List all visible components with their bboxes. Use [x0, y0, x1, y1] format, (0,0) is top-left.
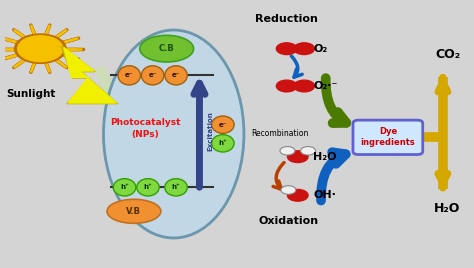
Ellipse shape: [141, 66, 164, 85]
Ellipse shape: [165, 179, 187, 196]
Circle shape: [280, 147, 295, 155]
Text: Recombination: Recombination: [251, 129, 308, 139]
FancyBboxPatch shape: [353, 120, 423, 155]
Ellipse shape: [140, 35, 193, 62]
Text: Oxidation: Oxidation: [258, 216, 319, 226]
Circle shape: [15, 34, 66, 63]
Circle shape: [287, 189, 308, 201]
Ellipse shape: [211, 135, 234, 152]
Ellipse shape: [118, 66, 140, 85]
Circle shape: [276, 80, 297, 92]
Text: Excitation: Excitation: [208, 111, 213, 151]
Text: C.B: C.B: [159, 44, 174, 53]
Circle shape: [276, 43, 297, 55]
Ellipse shape: [165, 66, 187, 85]
Ellipse shape: [137, 179, 159, 196]
Text: e⁻: e⁻: [148, 72, 157, 78]
Text: O₂·⁻: O₂·⁻: [313, 81, 337, 91]
Text: Dye
ingredients: Dye ingredients: [361, 127, 416, 147]
Text: e⁻: e⁻: [219, 122, 227, 128]
Text: h⁺: h⁺: [172, 184, 181, 190]
Text: Sunlight: Sunlight: [6, 89, 55, 99]
Ellipse shape: [107, 199, 161, 223]
Circle shape: [294, 80, 314, 92]
Text: h⁺: h⁺: [144, 184, 152, 190]
Text: h⁺: h⁺: [120, 184, 129, 190]
Text: H₂O: H₂O: [434, 202, 461, 215]
Ellipse shape: [103, 30, 244, 238]
Ellipse shape: [113, 179, 136, 196]
Text: O₂: O₂: [313, 44, 328, 54]
Text: V.B: V.B: [127, 207, 141, 216]
Text: e⁻: e⁻: [172, 72, 180, 78]
Circle shape: [301, 147, 316, 155]
Text: OH·: OH·: [313, 190, 336, 200]
Text: Photocatalyst
(NPs): Photocatalyst (NPs): [110, 118, 181, 139]
Text: H₂O: H₂O: [313, 152, 337, 162]
Text: CO₂: CO₂: [435, 47, 460, 61]
Text: h⁺: h⁺: [219, 140, 227, 146]
Polygon shape: [94, 65, 127, 118]
Circle shape: [287, 151, 308, 162]
Text: Reduction: Reduction: [255, 14, 318, 24]
Ellipse shape: [211, 116, 234, 133]
Circle shape: [281, 186, 296, 194]
Circle shape: [294, 43, 314, 55]
Text: e⁻: e⁻: [125, 72, 134, 78]
Polygon shape: [61, 46, 118, 104]
Polygon shape: [64, 47, 117, 103]
Circle shape: [18, 36, 63, 62]
